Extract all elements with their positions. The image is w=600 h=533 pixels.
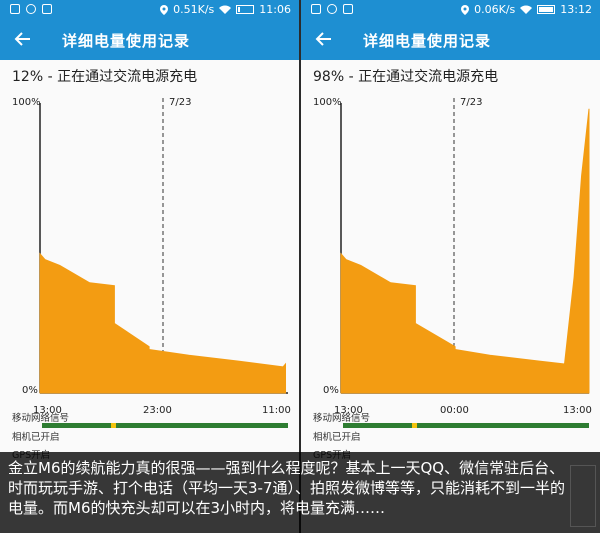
page-title: 详细电量使用记录 [62,32,191,50]
y-tick-label: 100% [12,97,41,108]
battery-history-panel-left: 0.51K/s 11:06 详细电量使用记录 12% - 正在通过交流电源充电 … [0,0,299,533]
sim-icon [343,4,353,14]
y-tick-label: 100% [313,97,342,108]
network-speed: 0.51K/s [173,3,215,16]
x-tick-label: 23:00 [143,405,172,416]
app-bar: 详细电量使用记录 [301,20,600,60]
y-tick-label: 0% [323,385,339,396]
x-tick-label: 13:00 [563,405,592,416]
wifi-icon [520,5,533,14]
battery-area [340,108,590,394]
y-tick-label: 0% [22,385,38,396]
charge-status: 98% - 正在通过交流电源充电 [313,69,499,85]
status-bar: 0.51K/s 11:06 [0,0,299,20]
x-tick-label: 13:00 [33,405,62,416]
date-marker-label: 7/23 [460,97,482,108]
clock: 11:06 [259,3,291,16]
status-bar: 0.06K/s 13:12 [301,0,600,20]
watermark-logo [570,465,596,527]
page-title: 详细电量使用记录 [363,32,492,50]
sim-icon [42,4,52,14]
battery-chart: 100% 0% 7/23 13:00 23:00 11:00 [12,97,291,416]
app-bar: 详细电量使用记录 [0,20,299,60]
signal-label: 相机已开启 [12,432,60,443]
battery-icon [537,5,556,14]
clock: 13:12 [560,3,592,16]
message-icon [10,4,20,14]
caption-text: 金立M6的续航能力真的很强——强到什么程度呢？基本上一天QQ、微信常驻后台、时而… [8,459,566,517]
wifi-icon [219,5,232,14]
message-icon [311,4,321,14]
notification-icons [311,4,353,14]
battery-history-panel-right: 0.06K/s 13:12 详细电量使用记录 98% - 正在通过交流电源充电 … [301,0,600,533]
arrow-left-icon[interactable] [313,28,335,50]
signal-label: 移动网络信号 [313,413,371,424]
location-icon [461,4,470,15]
alarm-icon [26,4,36,14]
x-tick-label: 11:00 [262,405,291,416]
battery-area [39,252,287,394]
arrow-left-icon[interactable] [12,28,34,50]
signal-label: 相机已开启 [313,432,361,443]
charge-status: 12% - 正在通过交流电源充电 [12,69,198,85]
signal-bar [343,423,589,428]
alarm-icon [327,4,337,14]
notification-icons [10,4,52,14]
location-icon [160,4,169,15]
signal-label: 移动网络信号 [12,413,70,424]
battery-chart: 100% 0% 7/23 13:00 00:00 13:00 [313,97,592,416]
battery-icon [236,5,255,14]
x-tick-label: 13:00 [334,405,363,416]
signal-bar [42,423,288,428]
x-tick-label: 00:00 [440,405,469,416]
panel-divider [299,0,301,533]
caption-overlay: 金立M6的续航能力真的很强——强到什么程度呢？基本上一天QQ、微信常驻后台、时而… [0,452,600,533]
network-speed: 0.06K/s [474,3,516,16]
date-marker-label: 7/23 [169,97,191,108]
